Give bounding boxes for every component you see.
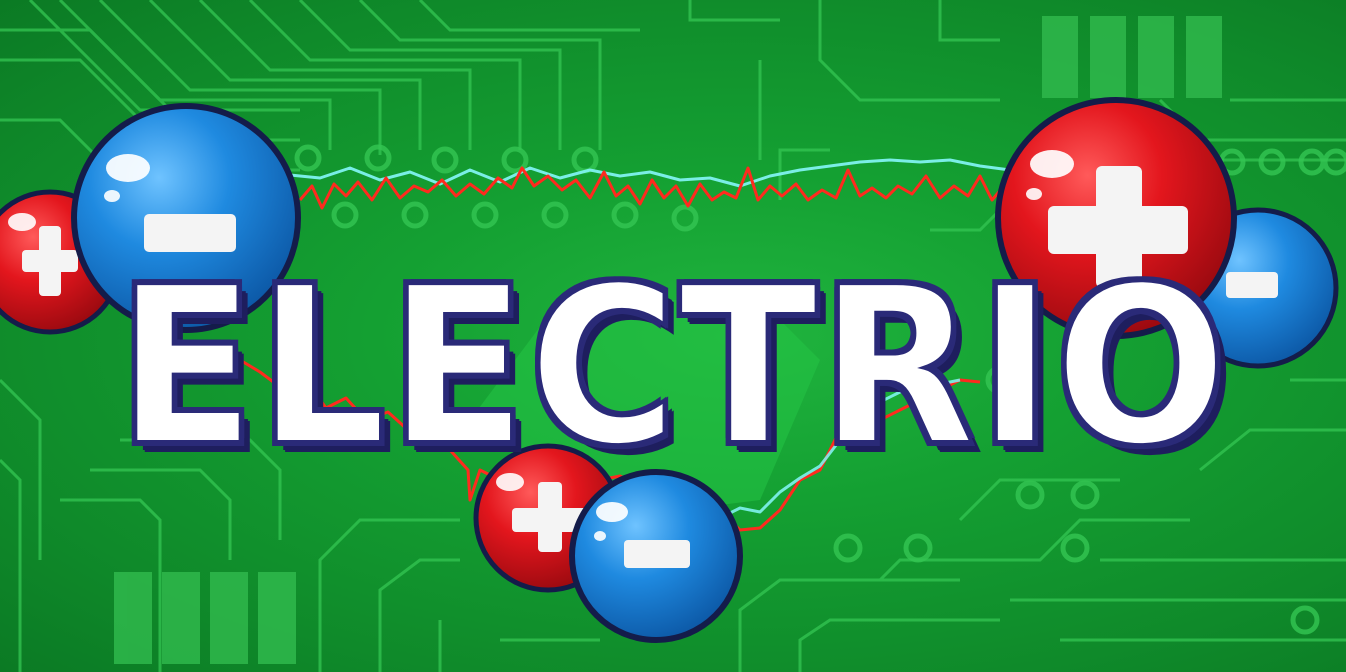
circuit-pads — [294, 144, 1346, 635]
electron-top-left — [71, 103, 301, 333]
cyan-signal-top — [289, 158, 1011, 188]
chip-pins-bottom-left — [114, 572, 296, 664]
electron-bottom-center — [569, 469, 743, 643]
chip-pins-top-right — [1042, 16, 1222, 98]
red-signal-top — [298, 166, 1006, 210]
proton-top-right — [995, 97, 1237, 339]
cyan-signal-bottom — [699, 378, 961, 520]
